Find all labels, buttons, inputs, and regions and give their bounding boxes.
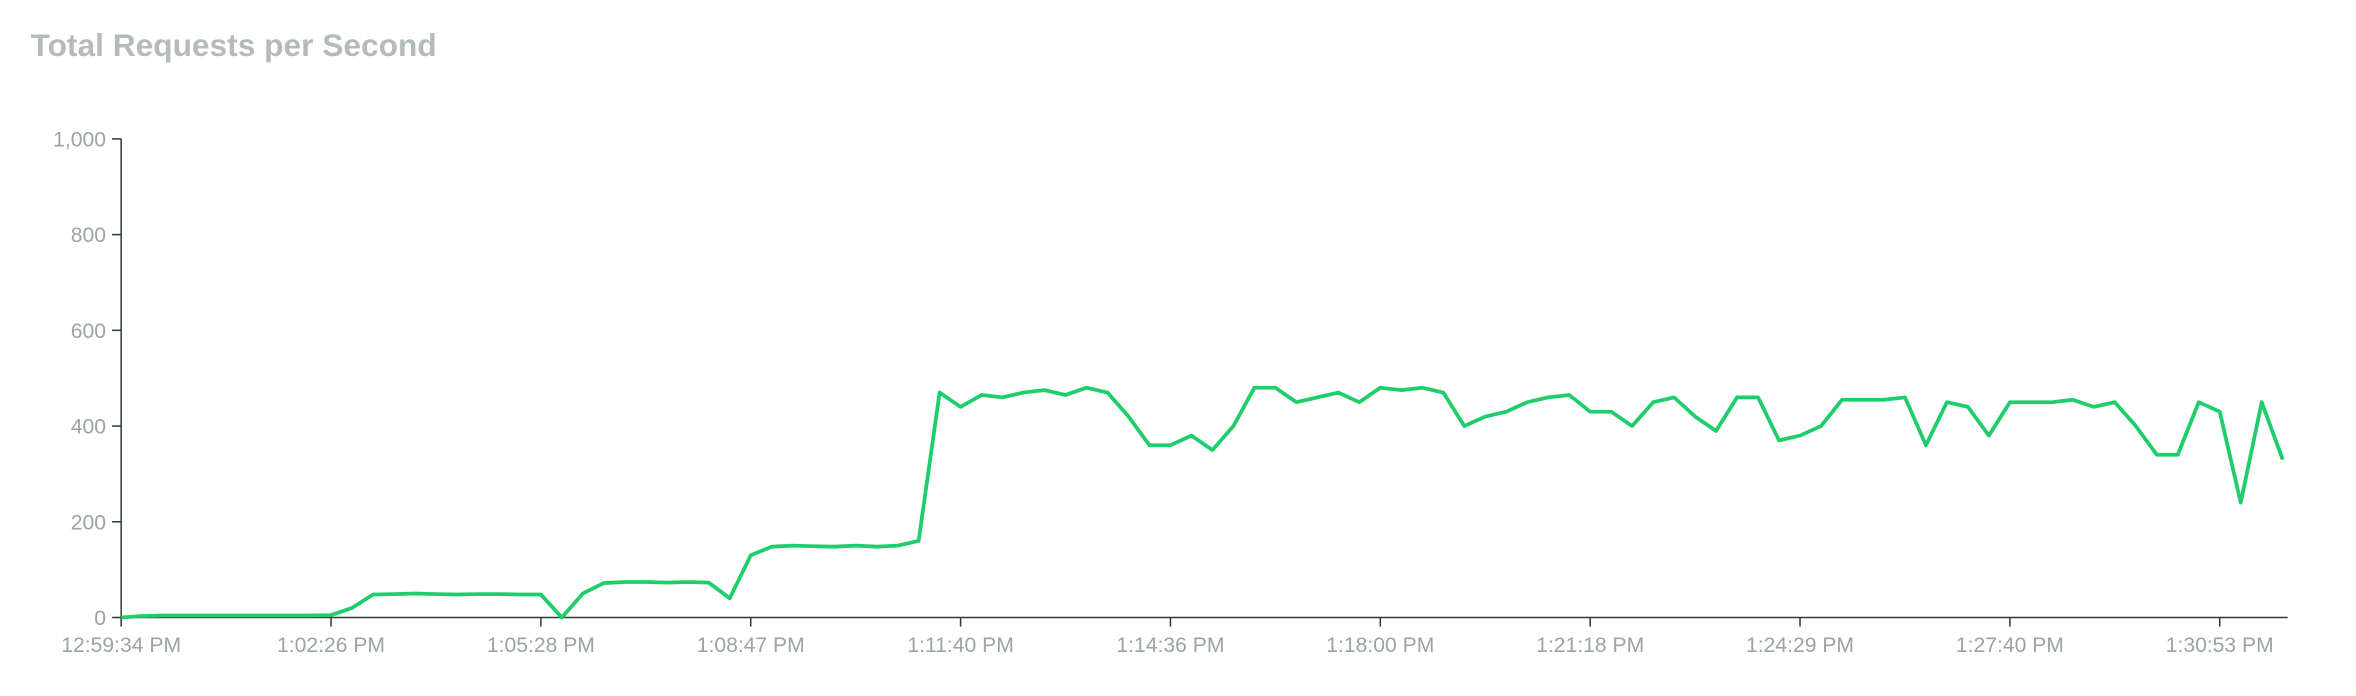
y-tick-label: 200 (71, 511, 106, 534)
y-tick-label: 400 (71, 416, 106, 439)
x-tick-label: 1:14:36 PM (1116, 634, 1224, 657)
x-tick-label: 12:59:34 PM (61, 634, 181, 657)
data-line (121, 385, 2285, 620)
x-tick-label: 1:18:00 PM (1326, 634, 1434, 657)
x-tick-label: 1:21:18 PM (1536, 634, 1644, 657)
x-tick-label: 1:05:28 PM (487, 634, 595, 657)
chart-title: Total Requests per Second (31, 27, 437, 63)
x-tick-label: 1:24:29 PM (1746, 634, 1854, 657)
x-tick-label: 1:02:26 PM (277, 634, 385, 657)
x-tick-label: 1:27:40 PM (1956, 634, 2064, 657)
y-tick-label: 600 (71, 320, 106, 343)
y-tick-label: 0 (94, 607, 106, 630)
y-tick-label: 1,000 (53, 128, 106, 151)
y-tick-label: 800 (71, 224, 106, 247)
x-tick-label: 1:08:47 PM (697, 634, 805, 657)
x-tick-label: 1:30:53 PM (2166, 634, 2274, 657)
x-tick-label: 1:11:40 PM (907, 634, 1013, 657)
